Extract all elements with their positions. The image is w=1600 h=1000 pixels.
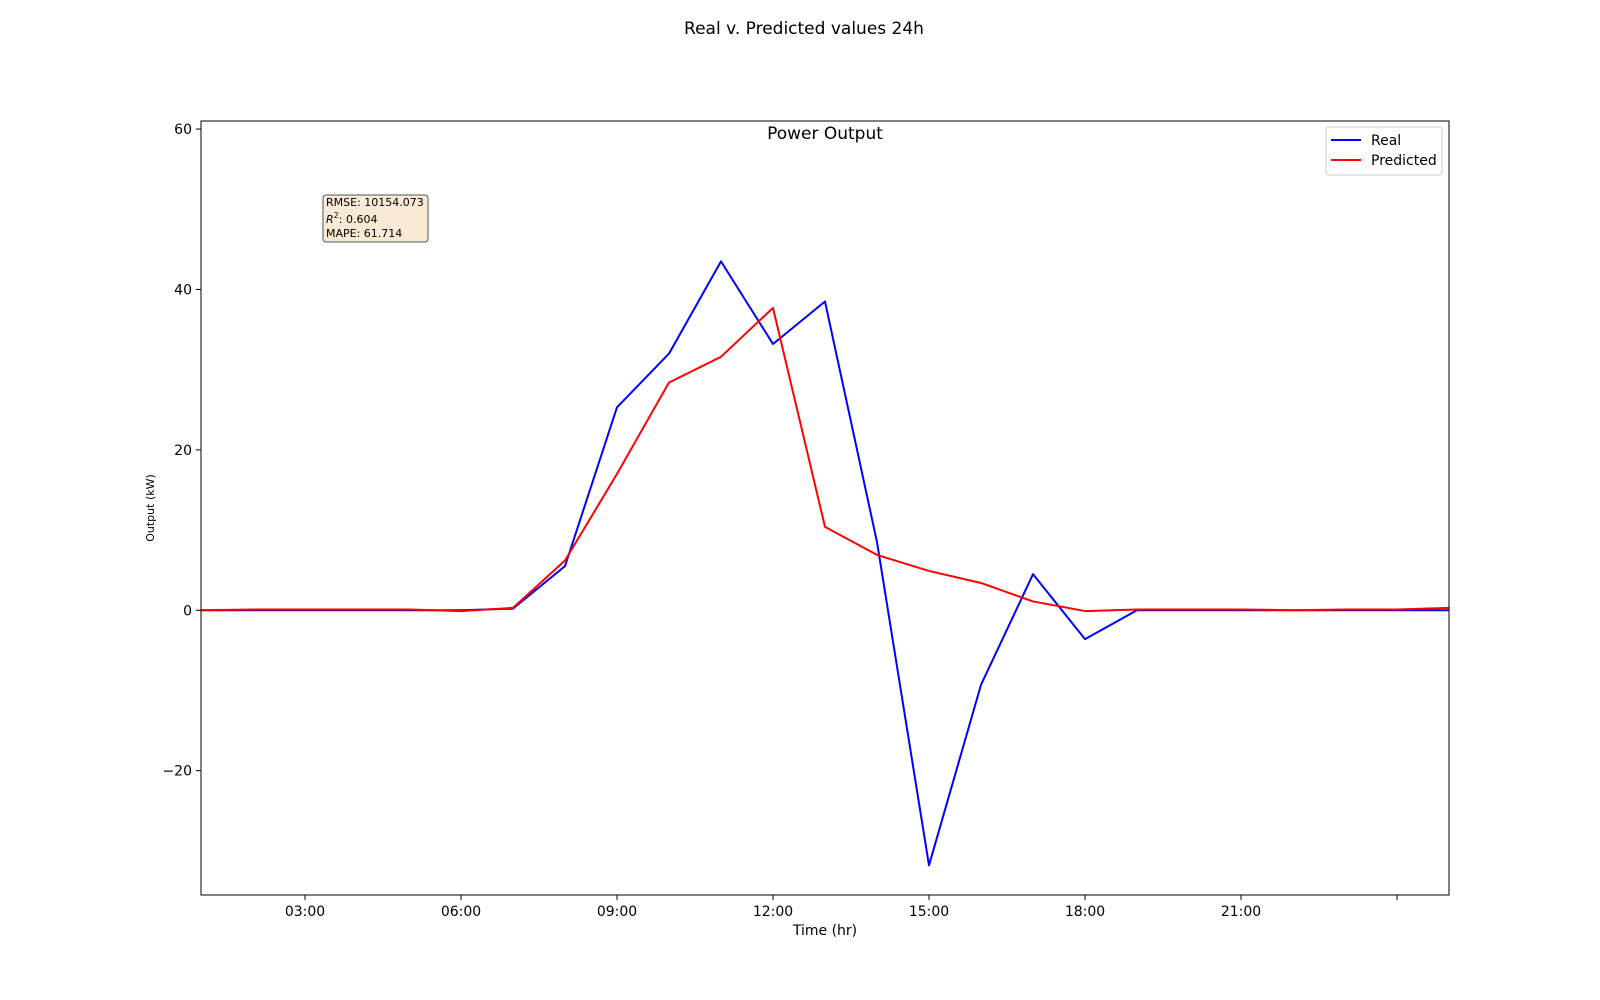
x-axis: 03:00 06:00 09:00 12:00 15:00 18:00 21:00 — [285, 895, 1398, 920]
stats-r2: R2: 0.604 — [326, 211, 377, 226]
x-tick-label: 03:00 — [285, 904, 325, 920]
y-axis: −20 0 20 40 60 — [162, 122, 201, 780]
y-tick-label: 0 — [183, 603, 192, 619]
x-tick-label: 12:00 — [753, 904, 793, 920]
stats-r2-exponent: 2 — [334, 211, 339, 220]
axes-title: Power Output — [767, 124, 883, 144]
x-axis-label: Time (hr) — [792, 923, 857, 939]
x-tick-label: 15:00 — [909, 904, 949, 920]
y-tick-label: 40 — [174, 282, 192, 298]
stats-r2-symbol: R — [326, 213, 334, 226]
legend-label-predicted: Predicted — [1371, 153, 1437, 169]
stats-box: RMSE: 10154.073 R2: 0.604 MAPE: 61.714 — [322, 194, 429, 243]
figure-suptitle: Real v. Predicted values 24h — [684, 19, 924, 39]
stats-mape: MAPE: 61.714 — [326, 227, 402, 240]
legend: Real Predicted — [1325, 126, 1443, 176]
y-tick-label: −20 — [162, 764, 192, 780]
x-tick-label: 18:00 — [1065, 904, 1105, 920]
stats-box-background — [322, 194, 429, 243]
x-tick-label: 21:00 — [1221, 904, 1261, 920]
x-tick-label: 06:00 — [441, 904, 481, 920]
y-tick-label: 20 — [174, 443, 192, 459]
stats-rmse: RMSE: 10154.073 — [326, 196, 424, 209]
x-tick-label: 09:00 — [597, 904, 637, 920]
y-axis-label: Output (kW) — [144, 474, 157, 542]
axes-frame — [200, 120, 1450, 896]
legend-label-real: Real — [1371, 133, 1401, 149]
y-tick-label: 60 — [174, 122, 192, 138]
plot-area — [200, 260, 1450, 867]
stats-r2-value: : 0.604 — [339, 213, 378, 226]
